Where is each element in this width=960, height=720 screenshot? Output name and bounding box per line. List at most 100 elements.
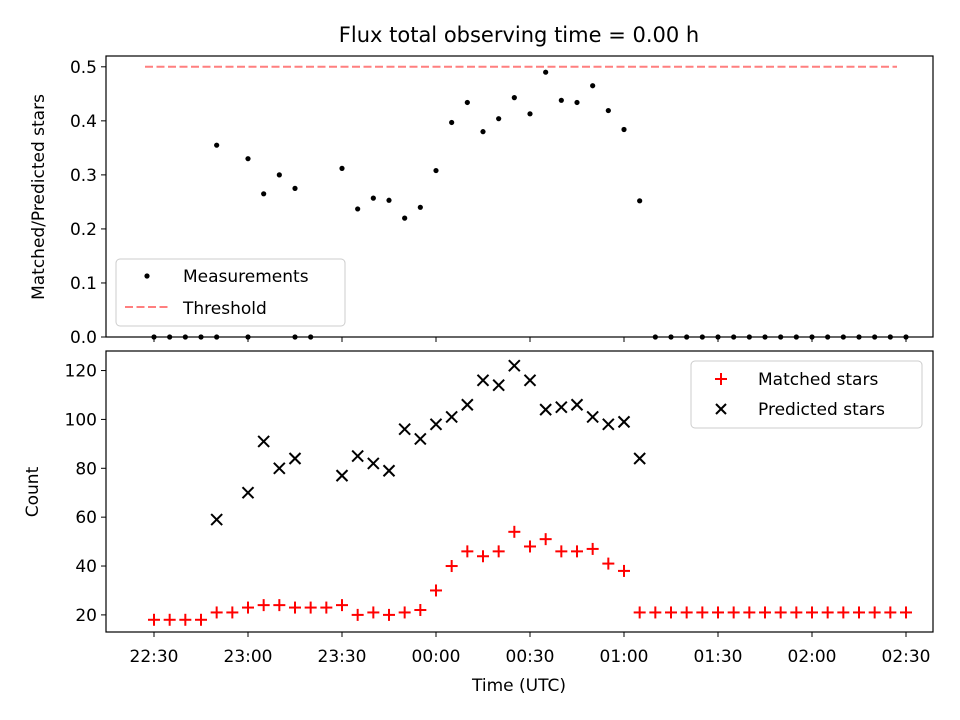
predicted-star-point xyxy=(492,379,505,392)
legend-predicted-label: Predicted stars xyxy=(758,400,885,420)
x-tick-label: 23:30 xyxy=(318,647,367,667)
predicted-star-point xyxy=(445,410,458,424)
measurement-point xyxy=(511,95,517,101)
matched-star-point xyxy=(868,606,881,619)
bottom-y-axis-label: Count xyxy=(23,466,43,517)
x-tick-label: 02:30 xyxy=(882,647,931,667)
x-tick-label: 22:30 xyxy=(130,647,179,667)
bottom-x-ticks: 22:30 23:00 23:30 00:00 00:30 01:00 01:30 02:00… xyxy=(130,632,931,667)
measurement-point xyxy=(402,215,408,221)
matched-star-point xyxy=(696,606,709,619)
predicted-star-point xyxy=(570,398,584,411)
matched-star-point xyxy=(680,606,693,619)
matched-star-point xyxy=(790,606,803,619)
top-y-tick-label: 0.5 xyxy=(70,58,97,78)
matched-star-point xyxy=(602,557,615,570)
measurement-point xyxy=(355,206,361,212)
predicted-star-point xyxy=(257,435,270,448)
predicted-star-point xyxy=(476,374,490,387)
measurement-point xyxy=(276,172,282,178)
predicted-star-point xyxy=(523,374,537,387)
bottom-y-tick-label: 120 xyxy=(65,362,97,382)
measurement-point xyxy=(245,156,251,162)
top-y-tick-label: 0.0 xyxy=(70,328,97,348)
matched-star-point xyxy=(351,608,364,621)
top-legend: Measurements Threshold xyxy=(115,258,346,327)
x-tick-label: 01:30 xyxy=(694,647,743,667)
matched-star-point xyxy=(492,545,505,558)
measurement-point xyxy=(605,107,611,114)
legend-measurements-label: Measurements xyxy=(183,267,309,287)
predicted-star-point xyxy=(555,400,568,414)
matched-star-point xyxy=(649,606,662,619)
bottom-y-tick-label: 80 xyxy=(75,459,97,479)
top-y-ticks: 0.0 0.1 0.2 0.3 0.4 0.5 xyxy=(70,58,106,348)
matched-star-point xyxy=(727,606,740,619)
matched-star-point xyxy=(273,599,286,612)
matched-star-point xyxy=(618,564,630,577)
predicted-star-point xyxy=(617,415,631,429)
matched-star-point xyxy=(884,606,897,619)
predicted-star-point xyxy=(461,398,474,411)
legend-predicted-marker xyxy=(715,403,727,415)
legend-threshold-label: Threshold xyxy=(182,299,267,319)
matched-star-point xyxy=(743,606,756,619)
predicted-star-point xyxy=(351,449,364,463)
matched-star-point xyxy=(289,601,301,614)
bottom-legend: Matched stars Predicted stars xyxy=(690,360,923,429)
matched-star-point xyxy=(336,599,348,612)
top-panel: Matched/Predicted stars 0.00.10.20.30.40… xyxy=(29,55,934,348)
matched-star-point xyxy=(524,540,536,553)
x-axis-label: Time (UTC) xyxy=(471,676,566,696)
measurement-point xyxy=(449,119,455,126)
measurement-point xyxy=(590,83,596,89)
predicted-star-point xyxy=(210,513,223,526)
measurement-point xyxy=(386,197,392,203)
x-tick-label: 02:00 xyxy=(788,647,837,667)
legend-matched-label: Matched stars xyxy=(758,370,878,390)
predicted-star-point xyxy=(414,432,427,446)
measurement-point xyxy=(261,191,267,197)
top-legend-box xyxy=(115,258,346,327)
matched-star-point xyxy=(383,608,395,621)
measurement-point xyxy=(621,126,627,133)
matched-star-point xyxy=(461,545,474,558)
legend-matched-marker xyxy=(715,373,727,385)
matched-star-point xyxy=(242,601,254,614)
top-x-ticks xyxy=(153,337,907,342)
predicted-star-point xyxy=(241,486,255,499)
measurement-point xyxy=(214,142,220,148)
measurement-point xyxy=(637,198,643,204)
matched-star-point xyxy=(477,550,489,563)
matched-star-point xyxy=(900,606,912,619)
matched-star-point xyxy=(508,525,521,538)
bottom-y-tick-label: 20 xyxy=(75,606,97,626)
bottom-panel: Count Time (UTC) 20 40 60 80 100 120 22:30 23:… xyxy=(23,350,934,696)
matched-star-point xyxy=(633,606,646,619)
matched-star-point xyxy=(712,606,724,619)
measurement-point xyxy=(292,185,298,191)
measurement-point xyxy=(417,204,423,210)
matched-star-point xyxy=(320,601,333,614)
top-y-tick-label: 0.2 xyxy=(70,220,97,240)
matched-star-point xyxy=(148,613,160,626)
matched-star-point xyxy=(806,606,818,619)
x-tick-label: 00:00 xyxy=(412,647,461,667)
legend-measurements-marker xyxy=(144,273,150,279)
bottom-legend-box xyxy=(690,360,923,429)
matched-star-point xyxy=(398,606,411,619)
bottom-y-ticks: 20 40 60 80 100 120 xyxy=(65,362,106,626)
chart-title: Flux total observing time = 0.00 h xyxy=(339,23,699,47)
top-y-axis-label: Matched/Predicted stars xyxy=(29,94,49,300)
bottom-y-tick-label: 60 xyxy=(75,508,97,528)
x-tick-label: 00:30 xyxy=(506,647,555,667)
bottom-y-tick-label: 100 xyxy=(65,410,97,430)
x-tick-label: 23:00 xyxy=(224,647,273,667)
top-y-tick-label: 0.1 xyxy=(70,274,97,294)
top-plot-frame xyxy=(105,55,934,338)
matched-star-point xyxy=(539,533,552,546)
predicted-star-point xyxy=(273,462,286,475)
predicted-star-point xyxy=(398,422,411,436)
matched-star-point xyxy=(774,606,787,619)
